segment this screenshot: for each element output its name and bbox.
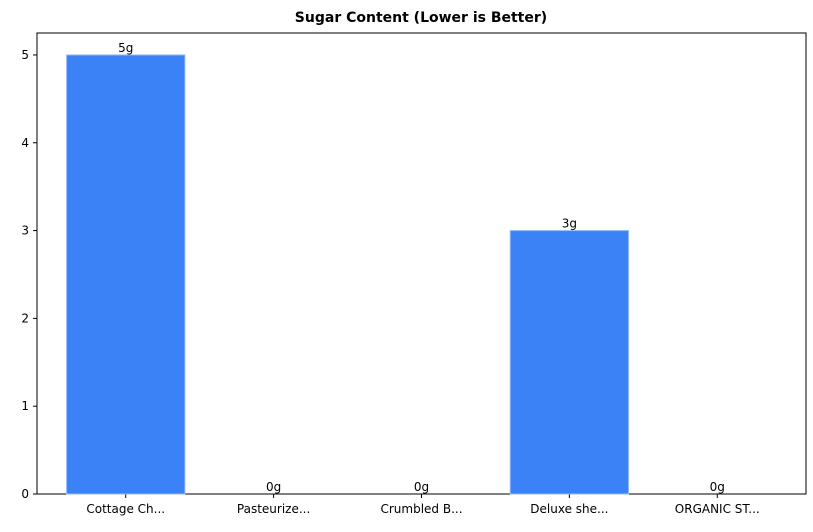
x-tick-label: Deluxe she... (530, 502, 608, 516)
bar (509, 230, 630, 495)
chart-title: Sugar Content (Lower is Better) (295, 10, 547, 26)
x-tick-label: Pasteurize... (237, 502, 310, 516)
value-label: 0g (266, 480, 281, 494)
y-tick-label: 4 (21, 136, 29, 150)
value-label: 3g (562, 217, 577, 231)
y-tick-label: 5 (21, 48, 29, 62)
y-tick-label: 0 (21, 487, 29, 501)
value-label: 5g (118, 41, 133, 55)
bar (66, 54, 186, 495)
y-tick-label: 1 (21, 399, 29, 413)
value-label: 0g (414, 480, 429, 494)
x-tick-label: Crumbled B... (380, 502, 462, 516)
x-tick-label: Cottage Ch... (86, 502, 165, 516)
x-tick-label: ORGANIC ST... (675, 502, 760, 516)
y-tick-label: 3 (21, 224, 29, 238)
y-tick-label: 2 (21, 311, 29, 325)
value-label: 0g (710, 480, 725, 494)
